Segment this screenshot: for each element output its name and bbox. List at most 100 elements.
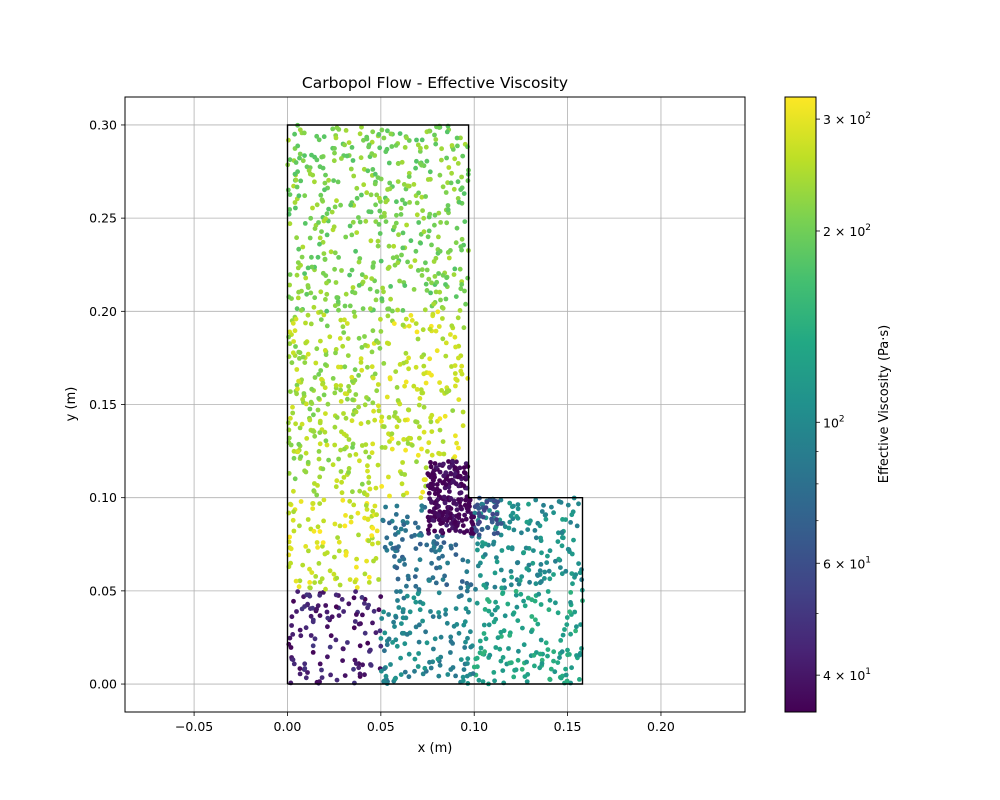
scatter-point — [296, 193, 302, 199]
scatter-point — [417, 622, 422, 628]
scatter-point — [394, 589, 399, 594]
scatter-point — [336, 307, 341, 313]
scatter-point — [385, 266, 391, 271]
scatter-point — [437, 451, 443, 457]
scatter-point — [351, 502, 357, 508]
scatter-point — [436, 234, 441, 240]
scatter-point — [308, 585, 313, 591]
scatter-point — [374, 512, 379, 518]
scatter-point — [453, 606, 459, 611]
scatter-point — [292, 328, 298, 334]
scatter-point — [415, 452, 421, 458]
scatter-point — [380, 517, 386, 523]
scatter-point — [413, 248, 419, 254]
scatter-point — [402, 641, 408, 647]
scatter-point — [391, 243, 397, 249]
scatter-point — [433, 141, 439, 147]
scatter-point — [380, 285, 385, 291]
scatter-point — [405, 573, 411, 579]
scatter-point — [456, 497, 461, 502]
scatter-point — [440, 577, 446, 582]
scatter-point — [563, 568, 569, 574]
scatter-point — [384, 535, 390, 541]
scatter-point — [505, 601, 511, 607]
scatter-point — [443, 353, 449, 359]
scatter-point — [461, 483, 467, 489]
scatter-point — [455, 143, 460, 149]
scatter-point — [310, 650, 316, 655]
scatter-point — [541, 502, 546, 508]
scatter-point — [437, 380, 442, 385]
scatter-point — [443, 611, 448, 617]
scatter-point — [577, 677, 582, 682]
scatter-point — [323, 352, 329, 358]
scatter-point — [570, 581, 575, 587]
scatter-point — [393, 512, 399, 517]
scatter-point — [378, 258, 384, 264]
scatter-point — [326, 177, 331, 183]
scatter-point — [316, 396, 322, 401]
scatter-point — [576, 561, 581, 566]
scatter-point — [393, 369, 399, 374]
scatter-point — [428, 665, 434, 671]
scatter-point — [394, 424, 400, 430]
scatter-point — [492, 584, 498, 590]
scatter-point — [510, 510, 516, 516]
scatter-point — [372, 181, 378, 187]
scatter-point — [322, 187, 327, 193]
scatter-point — [337, 336, 343, 341]
scatter-point — [494, 503, 499, 508]
scatter-point — [432, 528, 437, 534]
scatter-point — [441, 461, 446, 467]
scatter-point — [578, 622, 583, 627]
scatter-point — [304, 291, 310, 297]
scatter-point — [450, 665, 456, 670]
scatter-point — [346, 140, 352, 146]
scatter-point — [386, 431, 391, 437]
x-tick-label: 0.00 — [274, 719, 302, 734]
scatter-point — [506, 646, 511, 651]
scatter-point — [322, 385, 328, 391]
scatter-point — [399, 621, 404, 626]
scatter-point — [362, 601, 367, 606]
scatter-point — [449, 143, 455, 148]
scatter-point — [512, 667, 517, 673]
scatter-point — [375, 243, 381, 249]
scatter-point — [414, 419, 420, 425]
scatter-point — [334, 677, 340, 683]
scatter-point — [518, 591, 524, 597]
scatter-point — [309, 386, 315, 392]
scatter-point — [463, 606, 469, 612]
scatter-point — [302, 360, 308, 365]
scatter-point — [433, 137, 439, 142]
scatter-point — [415, 664, 421, 669]
scatter-point — [453, 240, 459, 246]
scatter-point — [345, 353, 351, 358]
scatter-point — [419, 508, 424, 513]
scatter-point — [563, 672, 569, 678]
scatter-point — [343, 513, 348, 518]
scatter-point — [317, 529, 323, 534]
scatter-point — [444, 388, 450, 394]
scatter-point — [460, 678, 466, 684]
scatter-point — [317, 441, 323, 447]
scatter-point — [287, 534, 292, 540]
scatter-point — [310, 605, 315, 611]
scatter-point — [309, 264, 315, 270]
scatter-point — [416, 639, 422, 645]
scatter-point — [321, 497, 327, 503]
scatter-point — [421, 429, 427, 435]
scatter-point — [418, 495, 424, 500]
scatter-point — [494, 511, 500, 517]
scatter-point — [429, 484, 435, 489]
scatter-point — [332, 424, 338, 430]
scatter-point — [354, 230, 360, 236]
scatter-point — [462, 288, 467, 294]
scatter-point — [444, 275, 449, 281]
scatter-point — [442, 573, 447, 579]
scatter-point — [397, 278, 402, 284]
scatter-point — [521, 550, 527, 555]
scatter-point — [452, 471, 458, 477]
x-tick-label: 0.20 — [647, 719, 675, 734]
scatter-point — [335, 535, 340, 540]
